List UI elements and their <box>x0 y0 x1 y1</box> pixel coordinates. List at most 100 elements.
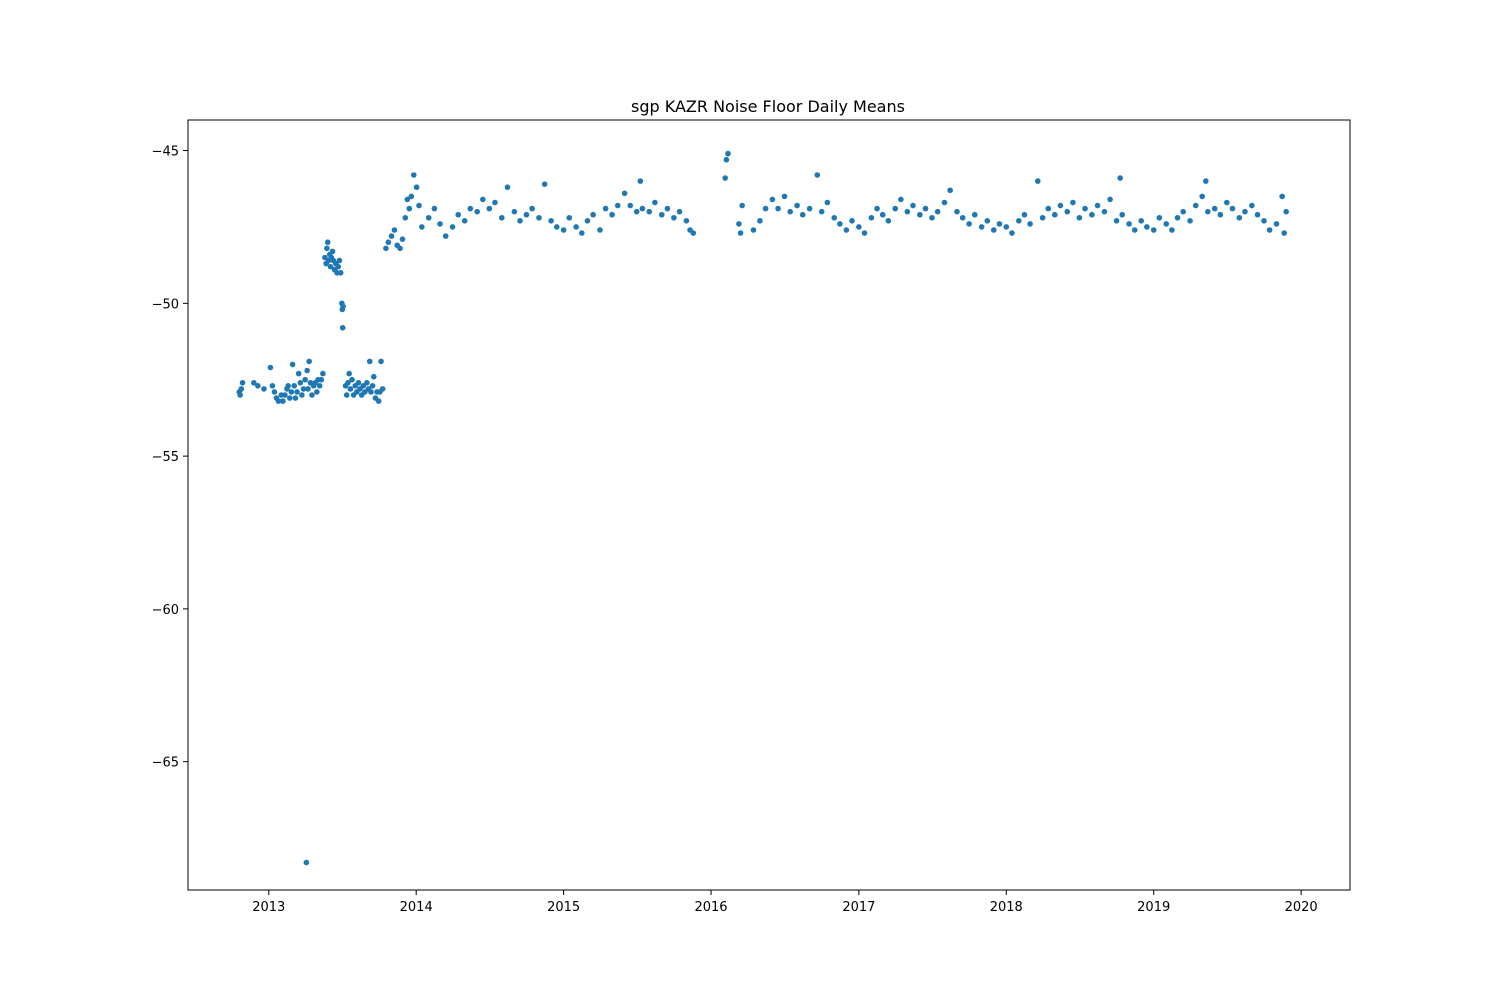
data-point <box>1283 208 1289 215</box>
data-point <box>267 364 274 371</box>
data-point <box>368 389 374 395</box>
data-point <box>775 205 781 212</box>
data-point <box>849 218 855 224</box>
data-point <box>831 214 838 221</box>
data-point <box>652 199 658 206</box>
data-point <box>874 205 880 212</box>
data-point <box>337 269 344 276</box>
data-point <box>1039 214 1046 221</box>
data-points-layer <box>236 150 1289 866</box>
data-point <box>295 370 302 377</box>
x-tick-label: 2016 <box>694 900 727 915</box>
data-point <box>282 392 288 398</box>
data-point <box>910 202 916 209</box>
data-point <box>934 208 941 215</box>
data-point <box>324 239 331 246</box>
data-point <box>739 202 745 209</box>
y-tick-label: −45 <box>152 145 179 160</box>
data-point <box>378 358 384 365</box>
data-point <box>818 208 825 215</box>
data-point <box>416 202 422 209</box>
data-point <box>794 202 800 209</box>
data-point <box>511 208 518 215</box>
data-point <box>492 199 498 206</box>
data-point <box>349 376 355 383</box>
data-point <box>1119 211 1125 218</box>
data-point <box>261 386 267 392</box>
data-point <box>1027 221 1033 227</box>
y-tick-label: −55 <box>152 450 179 465</box>
data-point <box>388 233 395 239</box>
data-point <box>517 218 523 224</box>
data-point <box>303 859 310 866</box>
data-point <box>690 230 697 236</box>
data-point <box>954 208 960 215</box>
data-point <box>929 214 935 221</box>
data-point <box>898 196 904 203</box>
data-point <box>671 214 677 221</box>
data-point <box>406 205 413 212</box>
data-point <box>1107 196 1113 203</box>
y-axis: −45 −50 −55 −60 −65 <box>152 145 188 771</box>
data-point <box>676 208 683 215</box>
x-tick-label: 2018 <box>990 900 1023 915</box>
data-point <box>385 239 392 246</box>
data-point <box>306 358 312 365</box>
data-point <box>633 208 640 215</box>
data-point <box>1242 208 1248 215</box>
data-point <box>959 214 966 221</box>
data-point <box>573 224 579 230</box>
data-point <box>1205 208 1211 215</box>
data-point <box>369 383 376 389</box>
data-point <box>442 233 449 239</box>
x-axis: 2013 2014 2015 2016 2017 2018 2019 2020 <box>252 890 1318 915</box>
data-point <box>1203 178 1209 184</box>
data-point <box>769 196 776 203</box>
data-point <box>239 379 246 386</box>
data-point <box>806 205 813 212</box>
data-point <box>366 358 373 365</box>
data-point <box>1211 205 1218 212</box>
data-point <box>536 214 542 221</box>
data-point <box>799 211 806 218</box>
data-point <box>529 205 535 212</box>
data-point <box>1169 227 1175 233</box>
data-point <box>355 379 362 386</box>
data-point <box>1163 221 1170 227</box>
data-point <box>318 376 325 383</box>
data-point <box>335 263 342 270</box>
data-point <box>737 230 744 236</box>
plot-area-frame <box>187 119 1351 891</box>
data-point <box>383 245 389 252</box>
data-point <box>300 386 307 392</box>
data-point <box>375 398 382 404</box>
data-point <box>480 196 486 203</box>
data-point <box>725 150 731 157</box>
data-point <box>1229 205 1236 212</box>
x-tick-label: 2017 <box>842 900 875 915</box>
data-point <box>291 383 298 389</box>
data-point <box>297 379 304 386</box>
data-point <box>379 386 386 392</box>
data-point <box>1003 224 1010 230</box>
data-point <box>251 379 257 386</box>
data-point <box>1094 202 1101 209</box>
data-point <box>316 383 323 389</box>
data-point <box>1236 214 1243 221</box>
data-point <box>917 211 923 218</box>
data-point <box>1266 227 1273 233</box>
data-point <box>1192 202 1199 209</box>
data-point <box>614 202 621 209</box>
data-point <box>590 211 596 218</box>
data-point <box>413 184 420 191</box>
data-point <box>843 227 850 233</box>
data-point <box>302 376 308 383</box>
data-point <box>449 224 456 230</box>
data-point <box>1101 208 1108 215</box>
data-point <box>579 230 585 236</box>
data-point <box>345 379 351 386</box>
data-point <box>1070 199 1076 206</box>
data-point <box>404 196 411 203</box>
